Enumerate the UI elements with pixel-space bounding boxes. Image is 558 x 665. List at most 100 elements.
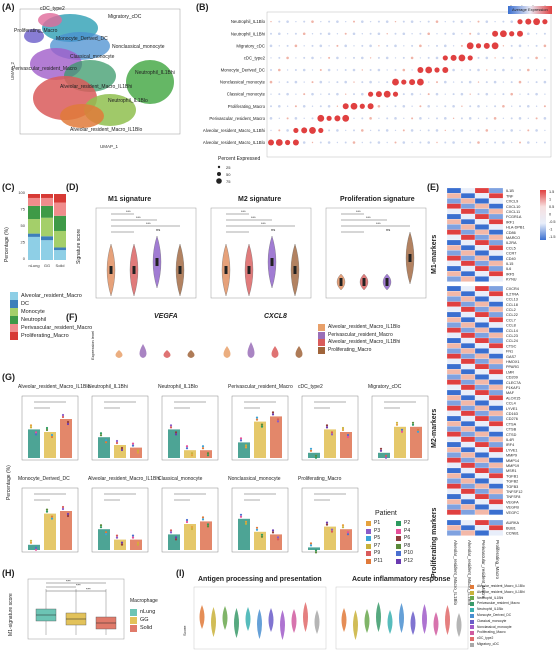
- bars-g-bar: [114, 539, 126, 550]
- heatmap-cell: [446, 488, 462, 495]
- heatmap-cell: [488, 379, 504, 385]
- heatmap-gene-label: TNFSF12: [506, 490, 522, 494]
- signature-box: [155, 258, 159, 266]
- dotplot-dot: [317, 114, 325, 122]
- dotplot-dot: [336, 105, 339, 107]
- dotplot-dot: [278, 129, 281, 132]
- bars-g-bar: [114, 445, 126, 458]
- heatmap-cell: [474, 348, 490, 354]
- heatmap-cell: [460, 229, 476, 235]
- legend-item: Neutrophil_IL1Bhi: [470, 596, 556, 602]
- dotplot-dot: [345, 93, 347, 95]
- heatmap-cell: [488, 389, 504, 396]
- heatmap-cell: [446, 431, 462, 437]
- panel-c-letter: (C): [2, 182, 15, 192]
- heatmap-cell: [474, 306, 490, 313]
- heatmap-cell: [446, 322, 462, 328]
- dotplot-dot: [444, 93, 446, 95]
- heatmap-cell: [488, 499, 504, 505]
- heatmap-color-legend: [540, 190, 546, 240]
- heatmap-cell: [460, 478, 476, 484]
- bars-g-point: [271, 529, 275, 532]
- m2-signature-title: M2 signature: [238, 196, 282, 203]
- bars-g-subplot: [91, 395, 149, 461]
- dotplot-dot: [502, 117, 505, 120]
- heatmap-cell: [446, 245, 462, 251]
- dotplot-dot: [477, 141, 480, 144]
- dotplot-dot: [469, 93, 471, 95]
- heatmap-cell: [446, 311, 462, 318]
- dotplot-size-title: Percent Expressed: [218, 156, 261, 162]
- bars-g-point: [115, 536, 119, 539]
- heatmap-cell: [488, 473, 504, 479]
- dotplot-dot: [444, 129, 446, 132]
- dotplot-dot: [319, 44, 323, 48]
- heatmap-cell: [474, 322, 490, 328]
- heatmap-cell: [460, 389, 476, 396]
- heatmap-cell: [460, 467, 476, 474]
- bars-g-ylabel: Percentage (%): [6, 465, 12, 500]
- dotplot-dot: [368, 91, 374, 97]
- gene-violin: [115, 350, 123, 358]
- heatmap-gene-label: CCL14: [506, 329, 518, 333]
- dotplot-dot: [269, 80, 273, 84]
- bars-g-subplot: [21, 395, 79, 461]
- dotplot-dot: [527, 141, 530, 144]
- legend-swatch: [470, 608, 474, 613]
- heatmap-cell: [446, 504, 462, 510]
- bars-g-point: [169, 531, 173, 534]
- heatmap-cell: [488, 306, 504, 313]
- heatmap-cell: [474, 493, 490, 500]
- legend-item: cDC_type2: [470, 636, 556, 642]
- heatmap-cell: [474, 384, 490, 391]
- heatmap-gene-label: CCR7: [506, 252, 516, 256]
- bars-g-point: [120, 446, 124, 450]
- heatmap-gene-label: LYVE1: [506, 448, 518, 452]
- bars-g-point: [104, 531, 108, 534]
- dotplot-dot: [436, 117, 438, 120]
- dotplot-dot: [375, 91, 382, 98]
- heatmap-column-label: Alveolar_resident_Macro_IL1Blo: [453, 540, 458, 606]
- panel-e-letter: (E): [427, 182, 439, 192]
- heatmap-cell: [474, 208, 490, 215]
- dotplot-dot: [544, 93, 546, 95]
- heatmap-cell: [488, 400, 504, 406]
- bars-g-bar: [184, 524, 196, 550]
- bars-g-point: [206, 454, 210, 457]
- heatmap-cell: [446, 519, 462, 526]
- i-legend: Alveolar_resident_Macro_IL1Blo Alveolar_r…: [470, 584, 556, 648]
- dotplot-dot: [452, 81, 455, 83]
- bars-g-point: [346, 533, 350, 536]
- dotplot-dot: [502, 81, 505, 83]
- subplot-frame: [21, 487, 79, 553]
- sig-label: ***: [261, 221, 266, 226]
- stacked-segment: [54, 202, 66, 216]
- dotplot-dot: [361, 141, 363, 144]
- dotplot-dot: [511, 141, 513, 144]
- heatmap-cell: [460, 239, 476, 246]
- legend-label: Neutrophil_IL1Bhi: [477, 595, 504, 600]
- bars-g-point: [61, 507, 65, 511]
- dotplot-dot: [336, 33, 339, 35]
- heatmap-cell: [446, 530, 462, 536]
- dotplot-dot: [469, 129, 471, 132]
- heatmap-gene-label: CCNB1: [506, 532, 519, 536]
- patient-legend: P1 P2 P3 P4 P5 P6 P7 P8 P9 P10 P11 P12: [366, 520, 426, 565]
- gene-violin: [187, 350, 195, 358]
- bars-g-point: [400, 428, 404, 431]
- bars-g-point: [271, 413, 275, 416]
- dotplot-dot: [344, 141, 347, 144]
- heatmap-gene-label: P1KAF1: [506, 386, 520, 390]
- dotplot-dot: [336, 44, 339, 47]
- legend-swatch: [366, 551, 371, 557]
- legend-item: Alveolar_resident_Macro_IL1Bhi: [470, 590, 556, 596]
- heatmap-gene-label: IRF1: [506, 220, 514, 224]
- dotplot-dot: [301, 127, 308, 134]
- heatmap-cell: [488, 509, 504, 515]
- bars-g-point: [34, 546, 38, 549]
- panel-g-letter: (G): [2, 372, 15, 382]
- dotplot-dot: [411, 33, 413, 35]
- bars-g-point: [34, 548, 38, 551]
- dotplot-dot: [469, 105, 472, 108]
